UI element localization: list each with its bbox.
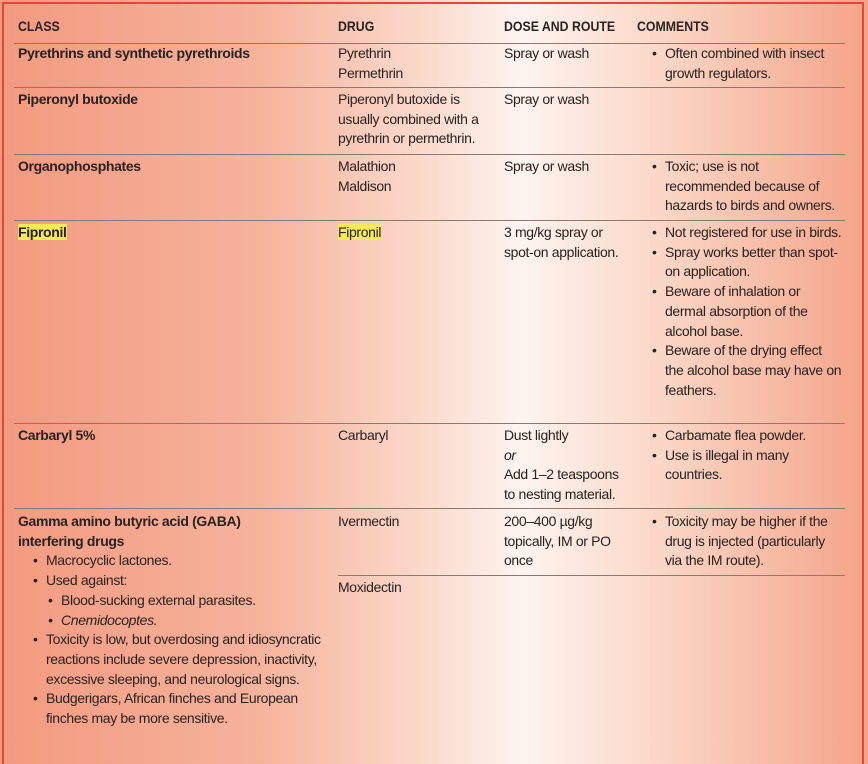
dose-line: or — [504, 446, 516, 463]
divider — [14, 87, 845, 88]
divider — [14, 43, 845, 44]
comments-cell: Toxic; use is not recommended because of… — [652, 157, 842, 216]
highlighted-text: Fipronil — [18, 224, 67, 240]
class-note: Budgerigars, African finches and Europea… — [33, 689, 323, 728]
drug-cell: Piperonyl butoxide is usually combined w… — [338, 91, 479, 147]
drug-cell: Malathion Maldison — [338, 157, 498, 196]
comment-item: Spray works better than spot-on applicat… — [652, 243, 842, 282]
drug-cell: Moxidectin — [338, 579, 402, 595]
class-cell: Organophosphates — [18, 158, 141, 174]
dose-cell: Spray or wash — [504, 45, 589, 61]
dose-cell: Spray or wash — [504, 91, 589, 107]
class-cell: Piperonyl butoxide — [18, 91, 138, 107]
comments-cell: Toxicity may be higher if the drug is in… — [652, 512, 842, 571]
divider — [14, 220, 845, 221]
dose-cell: Dust lightly or Add 1–2 teaspoons to nes… — [504, 426, 629, 505]
comment-item: Use is illegal in many countries. — [652, 446, 842, 485]
comment-item: Often combined with insect growth regula… — [652, 44, 842, 83]
dose-cell: 3 mg/kg spray or spot-on application. — [504, 224, 619, 260]
dose-cell: 200–400 µg/kg topically, IM or PO once — [504, 513, 611, 569]
dose-cell: Spray or wash — [504, 158, 589, 174]
comment-item: Toxic; use is not recommended because of… — [652, 157, 842, 216]
drug-cell: Ivermectin — [338, 513, 400, 529]
class-cell: Pyrethrins and synthetic pyrethroids — [18, 45, 250, 61]
header-class: CLASS — [18, 18, 60, 34]
class-cell: Gamma amino butyric acid (GABA) interfer… — [18, 512, 323, 729]
divider — [14, 508, 845, 509]
class-note: Macrocyclic lactones. — [33, 551, 323, 571]
highlighted-text: Fipronil — [338, 224, 382, 240]
drug-cell: Fipronil — [338, 223, 381, 243]
drug-cell: Carbaryl — [338, 427, 389, 443]
comment-item: Beware of the drying effect the alcohol … — [652, 341, 842, 400]
class-subnote: Cnemidocoptes. — [48, 611, 323, 631]
class-cell: Fipronil — [18, 223, 67, 243]
comment-item: Carbamate flea powder. — [652, 426, 842, 446]
header-comments: COMMENTS — [637, 18, 709, 34]
divider — [14, 154, 845, 155]
comments-cell: Carbamate flea powder. Use is illegal in… — [652, 426, 842, 485]
comments-cell: Often combined with insect growth regula… — [652, 44, 842, 83]
class-note: Toxicity is low, but overdosing and idio… — [33, 630, 323, 689]
drug-name: Pyrethrin — [338, 45, 391, 61]
divider — [14, 423, 845, 424]
dose-line: Dust lightly — [504, 427, 569, 443]
drug-name: Maldison — [338, 177, 392, 194]
class-name: Gamma amino butyric acid (GABA) interfer… — [18, 513, 241, 549]
drug-cell: Pyrethrin Permethrin — [338, 44, 498, 83]
comment-item: Not registered for use in birds. — [652, 223, 842, 243]
class-cell: Carbaryl 5% — [18, 427, 96, 443]
class-subnote: Blood-sucking external parasites. — [48, 591, 323, 611]
divider — [338, 575, 845, 576]
class-note: Used against: — [33, 571, 323, 591]
dose-line: Add 1–2 teaspoons to nesting material. — [504, 466, 619, 503]
comment-item: Beware of inhalation or dermal absorptio… — [652, 282, 842, 341]
drug-name: Malathion — [338, 158, 396, 174]
drug-name: Permethrin — [338, 64, 403, 81]
comments-cell: Not registered for use in birds. Spray w… — [652, 223, 842, 400]
comment-item: Toxicity may be higher if the drug is in… — [652, 512, 842, 571]
header-drug: DRUG — [338, 18, 375, 34]
header-dose: DOSE AND ROUTE — [504, 18, 616, 34]
